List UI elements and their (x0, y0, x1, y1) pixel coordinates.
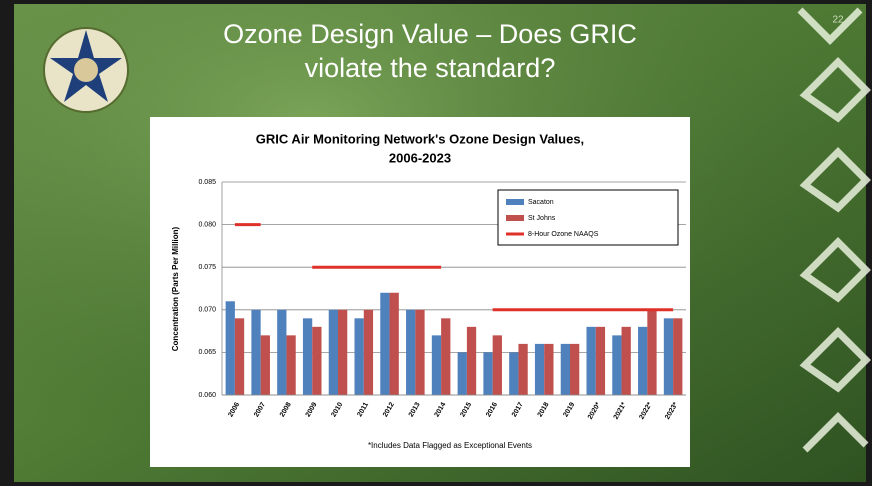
bar (509, 352, 519, 395)
bar (328, 309, 338, 395)
bar (492, 335, 502, 395)
bar (225, 301, 235, 395)
bar (380, 292, 390, 395)
bar (312, 326, 322, 395)
chart-area (150, 117, 690, 467)
slide-title: violate the standard? (305, 53, 556, 83)
slide-number: 22 (832, 15, 844, 26)
bar (415, 309, 425, 395)
bar (251, 309, 261, 395)
bar (431, 335, 442, 395)
chart-title: 2006-2023 (389, 150, 451, 165)
bar (560, 343, 570, 395)
bar (286, 335, 296, 395)
bar (354, 318, 364, 395)
bar (621, 326, 631, 395)
y-tick-label: 0.075 (198, 264, 216, 271)
bar (389, 292, 399, 395)
y-tick-label: 0.065 (198, 349, 216, 356)
bar (544, 343, 554, 395)
legend-label: 8-Hour Ozone NAAQS (528, 231, 599, 238)
bar (406, 309, 416, 395)
bar (638, 326, 648, 395)
bar (277, 309, 287, 395)
bar (647, 309, 657, 395)
legend-label: Sacaton (528, 199, 554, 206)
logo (43, 27, 129, 113)
bar (673, 318, 683, 395)
bar (338, 309, 348, 395)
bar (234, 318, 245, 395)
slide-title: Ozone Design Value – Does GRIC (223, 19, 637, 49)
legend-label: St Johns (528, 215, 556, 222)
bar (612, 335, 622, 395)
chevron-pattern (797, 7, 871, 453)
bar (302, 318, 313, 395)
bar (518, 343, 528, 395)
bar (570, 343, 580, 395)
bar (466, 326, 477, 395)
bar (595, 326, 606, 395)
bar (441, 318, 451, 395)
chart-note: *Includes Data Flagged as Exceptional Ev… (368, 441, 532, 450)
legend-swatch (506, 199, 524, 205)
bar (483, 352, 493, 395)
legend-swatch (506, 215, 524, 221)
y-tick-label: 0.060 (198, 392, 216, 399)
chart-title: GRIC Air Monitoring Network's Ozone Desi… (256, 131, 584, 146)
bar (534, 343, 545, 395)
y-axis-label: Concentration (Parts Per Million) (171, 226, 180, 351)
legend-box (497, 189, 679, 246)
bar (663, 318, 674, 395)
bar (586, 326, 596, 395)
bar (457, 352, 467, 395)
y-tick-label: 0.080 (198, 221, 216, 228)
bar (260, 335, 270, 395)
bar (363, 309, 374, 395)
y-tick-label: 0.085 (198, 179, 216, 186)
y-tick-label: 0.070 (198, 307, 216, 314)
